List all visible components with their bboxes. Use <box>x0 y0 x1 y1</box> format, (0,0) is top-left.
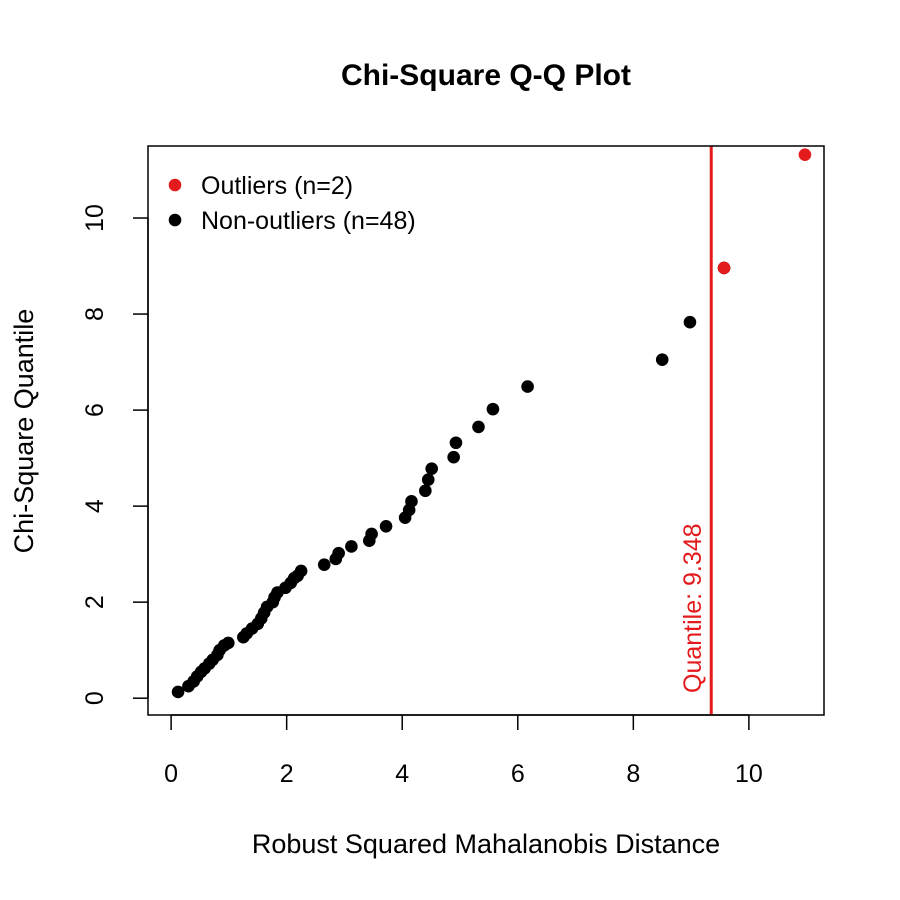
non-outlier-point <box>345 540 358 553</box>
legend-marker <box>168 213 182 227</box>
x-tick-label: 4 <box>395 760 409 788</box>
legend: Outliers (n=2) Non-outliers (n=48) <box>168 172 416 235</box>
y-tick-label: 2 <box>81 595 109 609</box>
non-outlier-point <box>447 450 460 464</box>
data-points <box>171 148 812 699</box>
y-tick-label: 10 <box>81 204 109 232</box>
plot-frame <box>147 145 825 716</box>
x-tick-label: 8 <box>626 760 640 788</box>
non-outlier-point <box>425 462 438 475</box>
non-outlier-point <box>379 519 393 533</box>
non-outlier-point <box>405 495 418 508</box>
non-outlier-point <box>171 685 185 699</box>
y-tick-label: 8 <box>81 307 109 321</box>
y-axis: 0 2 4 6 8 10 <box>81 204 149 705</box>
quantile-label: Quantile: 9.348 <box>679 523 707 693</box>
legend-label: Non-outliers (n=48) <box>201 207 416 235</box>
non-outlier-point <box>419 484 432 498</box>
non-outlier-point <box>317 558 331 572</box>
y-tick-label: 0 <box>81 691 109 705</box>
chart-title: Chi-Square Q-Q Plot <box>341 59 631 92</box>
non-outlier-point <box>222 636 235 650</box>
non-outlier-point <box>521 380 534 393</box>
non-outlier-point <box>365 527 378 541</box>
non-outlier-point <box>449 436 463 450</box>
x-axis-label: Robust Squared Mahalanobis Distance <box>252 829 720 859</box>
non-outlier-point <box>472 420 485 434</box>
non-outlier-point <box>655 353 669 366</box>
y-axis-label: Chi-Square Quantile <box>9 309 39 554</box>
non-outlier-point <box>421 473 435 487</box>
non-outlier-point <box>486 402 500 416</box>
y-tick-label: 6 <box>81 403 109 417</box>
non-outlier-point <box>294 564 308 578</box>
outlier-point <box>717 261 731 275</box>
legend-marker <box>168 178 182 192</box>
quantile-reference: Quantile: 9.348 <box>679 146 713 715</box>
x-tick-label: 6 <box>511 760 525 788</box>
outlier-point <box>798 148 812 161</box>
x-tick-label: 2 <box>280 760 294 788</box>
non-outlier-point <box>332 546 345 560</box>
x-tick-label: 10 <box>735 760 763 788</box>
non-outlier-point <box>683 315 697 329</box>
legend-label: Outliers (n=2) <box>201 172 353 200</box>
y-tick-label: 4 <box>81 499 109 513</box>
x-tick-label: 0 <box>164 760 178 788</box>
x-axis: 0 2 4 6 8 10 <box>164 714 763 788</box>
